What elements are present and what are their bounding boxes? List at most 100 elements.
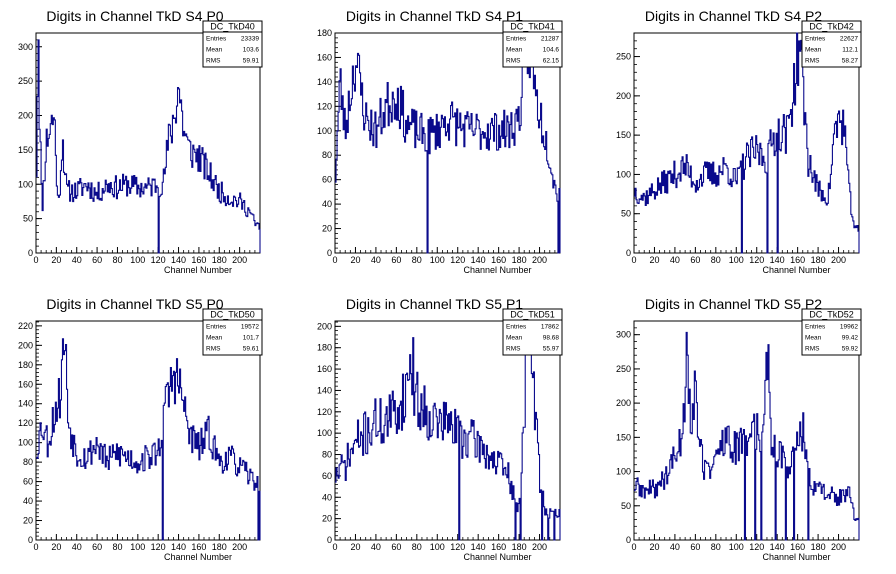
stats-box: DC_TkD42 Entries 22627 Mean 112.1 RMS 58.27 [801, 20, 862, 68]
chart-title: Digits in Channel TkD S5 P2 [645, 296, 822, 312]
stats-value: 17862 [541, 324, 559, 331]
y-tick-label: 0 [327, 535, 332, 545]
x-tick-label: 200 [232, 255, 247, 265]
x-tick-label: 100 [729, 255, 744, 265]
y-tick-label: 140 [317, 77, 332, 87]
x-tick-label: 100 [130, 255, 145, 265]
x-tick-label: 120 [450, 255, 465, 265]
x-tick-label: 180 [811, 542, 826, 552]
x-tick-label: 20 [51, 255, 61, 265]
stats-key: RMS [206, 346, 221, 353]
x-tick-label: 60 [92, 542, 102, 552]
stats-box-name: DC_TkD50 [210, 310, 255, 320]
x-tick-label: 40 [670, 542, 680, 552]
x-tick-label: 200 [232, 542, 247, 552]
x-tick-label: 60 [391, 542, 401, 552]
histogram-line [335, 320, 561, 541]
stats-key: RMS [506, 346, 521, 353]
y-tick-label: 60 [322, 471, 332, 481]
stats-key: Entries [805, 324, 826, 331]
x-tick-label: 160 [191, 255, 206, 265]
x-tick-label: 200 [532, 255, 547, 265]
stats-box: DC_TkD51 Entries 17862 Mean 98.68 RMS 55.97 [502, 308, 563, 356]
y-tick-label: 50 [621, 209, 631, 219]
chart-panel-5: Digits in Channel TkD S5 P2 0 20 40 60 80 100 1… [616, 296, 862, 562]
stats-value: 19962 [840, 324, 858, 331]
stats-value: 112.1 [842, 47, 858, 54]
y-tick-label: 60 [23, 477, 33, 487]
x-tick-label: 140 [171, 255, 186, 265]
stats-value: 19572 [241, 324, 259, 331]
chart-panel-2: Digits in Channel TkD S4 P2 0 20 40 60 80 100 1… [616, 8, 862, 275]
x-tick-label: 180 [212, 255, 227, 265]
stats-box-frame [801, 308, 862, 356]
x-tick-label: 120 [151, 255, 166, 265]
x-axis-label: Channel Number [762, 265, 830, 275]
y-tick-label: 250 [18, 76, 33, 86]
x-tick-label: 180 [512, 542, 527, 552]
x-tick-label: 40 [371, 542, 381, 552]
chart-title: Digits in Channel TkD S5 P1 [346, 296, 523, 312]
x-tick-label: 0 [631, 255, 636, 265]
histogram-line [36, 39, 261, 254]
stats-value: 104.6 [543, 47, 560, 54]
x-tick-label: 60 [690, 255, 700, 265]
x-tick-label: 120 [450, 542, 465, 552]
x-tick-label: 20 [350, 255, 360, 265]
x-tick-label: 200 [831, 255, 846, 265]
y-tick-label: 100 [616, 467, 631, 477]
y-tick-label: 180 [317, 343, 332, 353]
stats-value: 99.42 [842, 335, 859, 342]
x-tick-label: 40 [72, 542, 82, 552]
x-tick-label: 160 [191, 542, 206, 552]
x-tick-label: 20 [649, 255, 659, 265]
x-tick-label: 40 [371, 255, 381, 265]
stats-key: RMS [506, 58, 521, 65]
y-tick-label: 40 [322, 492, 332, 502]
histogram-line [36, 338, 261, 541]
x-tick-label: 0 [332, 255, 337, 265]
x-tick-label: 100 [430, 255, 445, 265]
x-tick-label: 0 [33, 255, 38, 265]
stats-value: 101.7 [243, 335, 260, 342]
y-tick-label: 20 [23, 516, 33, 526]
x-tick-label: 80 [112, 255, 122, 265]
x-tick-label: 140 [171, 542, 186, 552]
stats-box-frame [801, 20, 862, 68]
x-tick-label: 20 [649, 542, 659, 552]
stats-key: Mean [506, 47, 523, 54]
x-tick-label: 140 [770, 542, 785, 552]
stats-value: 55.97 [543, 346, 560, 353]
x-tick-label: 200 [532, 542, 547, 552]
y-tick-label: 150 [616, 130, 631, 140]
y-tick-label: 0 [28, 248, 33, 258]
y-tick-label: 200 [18, 111, 33, 121]
y-tick-label: 20 [322, 224, 332, 234]
stats-value: 21287 [541, 36, 559, 43]
x-tick-label: 180 [512, 255, 527, 265]
y-tick-label: 80 [322, 150, 332, 160]
x-axis-label: Channel Number [164, 265, 232, 275]
y-tick-label: 100 [317, 126, 332, 136]
y-tick-label: 300 [18, 42, 33, 52]
y-tick-label: 60 [322, 175, 332, 185]
y-tick-label: 0 [327, 248, 332, 258]
stats-key: RMS [805, 346, 820, 353]
stats-key: Entries [506, 36, 527, 43]
x-tick-label: 80 [711, 542, 721, 552]
stats-key: RMS [805, 58, 820, 65]
chart-title: Digits in Channel TkD S4 P1 [346, 8, 523, 24]
stats-box-name: DC_TkD51 [510, 310, 555, 320]
y-tick-label: 160 [317, 364, 332, 374]
stats-key: Entries [506, 324, 527, 331]
y-tick-label: 180 [18, 360, 33, 370]
x-tick-label: 0 [631, 542, 636, 552]
chart-panel-1: Digits in Channel TkD S4 P1 0 20 40 60 80 100 1… [317, 8, 563, 275]
chart-title: Digits in Channel TkD S4 P0 [46, 8, 223, 24]
x-tick-label: 200 [831, 542, 846, 552]
x-tick-label: 80 [112, 542, 122, 552]
y-tick-label: 180 [317, 28, 332, 38]
x-tick-label: 20 [350, 542, 360, 552]
stats-value: 98.68 [543, 335, 560, 342]
y-tick-label: 0 [626, 248, 631, 258]
